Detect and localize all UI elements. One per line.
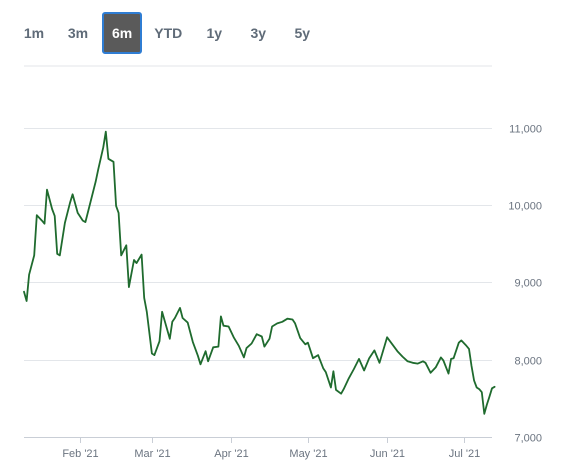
- series-layer: [23, 130, 496, 415]
- x-tick-label: Jun '21: [370, 448, 405, 460]
- range-button-3m[interactable]: 3m: [67, 25, 89, 41]
- series-line: [23, 130, 496, 415]
- y-tick-label: 7,000: [514, 433, 542, 445]
- y-tick-label: 11,000: [509, 124, 542, 136]
- y-tick-label: 9,000: [514, 278, 542, 290]
- x-tick-label: May '21: [289, 448, 327, 460]
- range-button-5y[interactable]: 5y: [294, 25, 311, 41]
- range-selector: 1m 3m 6m YTD 1y 3y 5y: [14, 12, 326, 54]
- x-tick-label: Mar '21: [134, 448, 170, 460]
- x-tick-label: Jul '21: [449, 448, 480, 460]
- y-axis: 7,000 8,000 9,000 10,000 11,000: [508, 124, 542, 445]
- y-tick-label: 8,000: [514, 356, 542, 368]
- range-button-6m[interactable]: 6m: [102, 12, 143, 54]
- range-button-ytd[interactable]: YTD: [154, 25, 183, 41]
- grid-lines: [24, 65, 492, 438]
- x-axis: Feb '21 Mar '21 Apr '21 May '21 Jun '21 Jul '…: [24, 437, 492, 460]
- x-tick-label: Feb '21: [62, 448, 98, 460]
- y-tick-label: 10,000: [508, 201, 542, 213]
- range-button-3y[interactable]: 3y: [250, 25, 267, 41]
- x-tick-label: Apr '21: [214, 448, 249, 460]
- range-button-1y[interactable]: 1y: [206, 25, 223, 41]
- range-button-1m[interactable]: 1m: [23, 25, 45, 41]
